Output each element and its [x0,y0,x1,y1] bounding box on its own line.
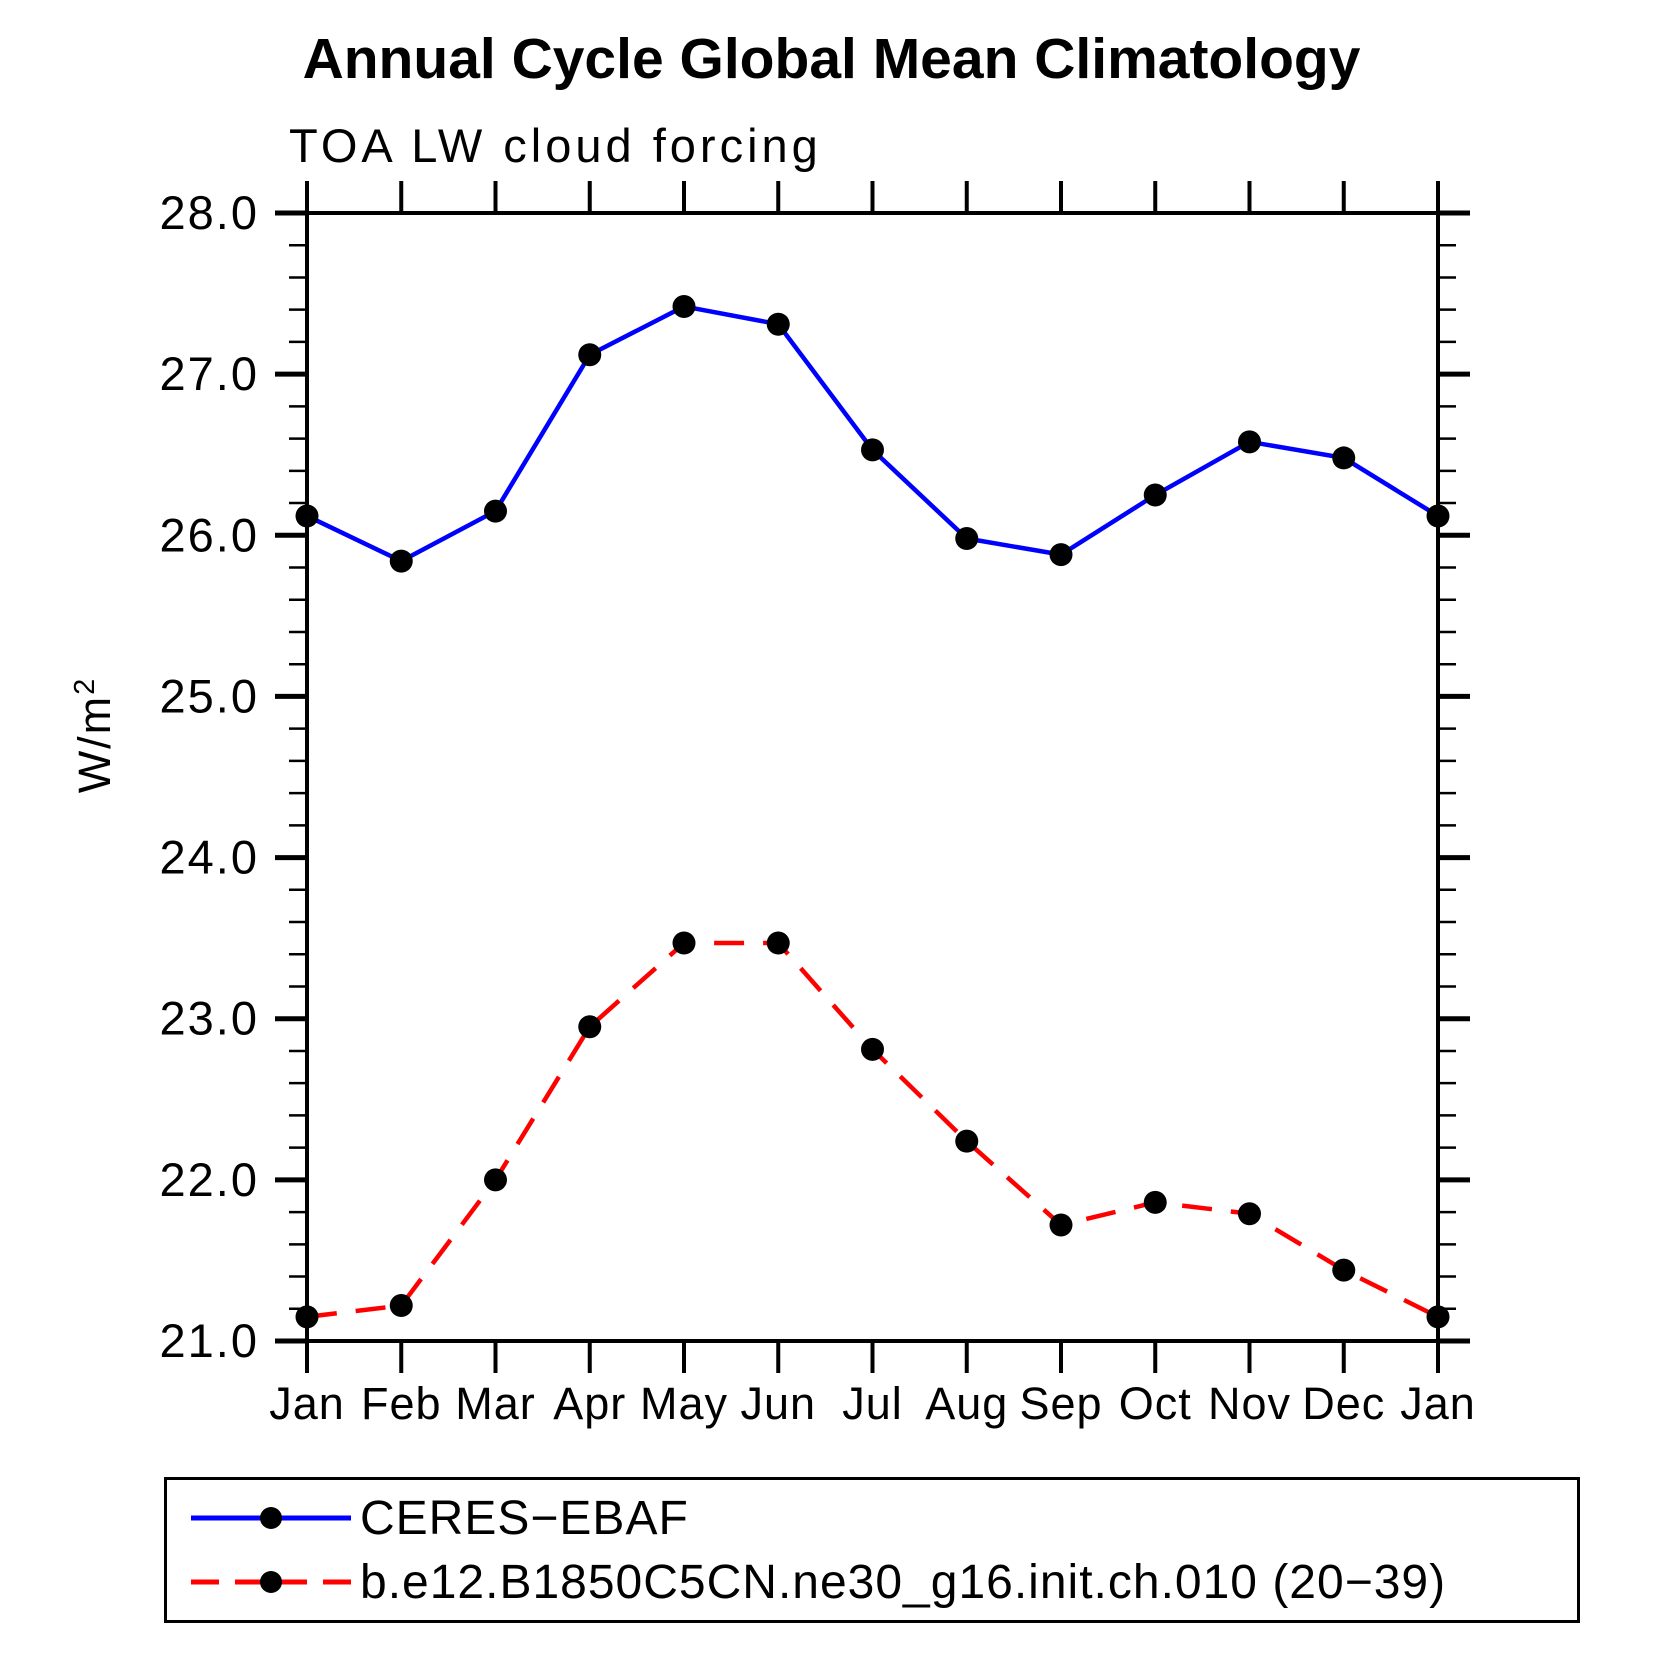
data-point-marker [1049,1213,1073,1237]
data-point-marker [1143,483,1167,507]
x-axis-tick-label: Sep [1019,1378,1102,1429]
data-point-marker [389,549,413,573]
chart-title: Annual Cycle Global Mean Climatology [302,27,1361,91]
data-point-marker [766,931,790,955]
data-point-marker [955,527,979,551]
y-axis-tick-label: 26.0 [160,508,259,561]
data-point-marker [484,499,507,523]
x-axis-tick-label: Oct [1119,1378,1192,1429]
data-point-marker [484,1168,507,1192]
data-point-marker [1238,1202,1261,1226]
data-point-marker [295,1305,319,1329]
y-axis-tick-label: 21.0 [160,1314,259,1367]
x-axis-tick-label: Feb [361,1378,442,1429]
y-axis-tick-label: 28.0 [160,186,259,239]
y-axis-tick-label: 23.0 [160,992,259,1045]
data-point-marker [861,1037,884,1061]
data-point-marker [766,312,790,336]
x-axis-tick-label: Nov [1208,1378,1291,1429]
x-axis-tick-label: Apr [553,1378,626,1429]
legend-label-model: b.e12.B1850C5CN.ne30_g16.init.ch.010 (20… [360,1555,1447,1609]
y-axis-tick-label: 24.0 [160,831,259,884]
data-point-marker [578,343,602,367]
data-point-marker [389,1294,413,1318]
data-point-marker [1049,543,1073,567]
legend-swatch-solid-line [191,1507,351,1529]
legend-marker-dot [260,1571,282,1593]
data-point-marker [1332,1258,1356,1282]
data-point-marker [955,1129,979,1153]
series-line-ceres-ebaf [306,304,1440,564]
x-axis-tick-label: May [640,1378,728,1429]
data-point-marker [1143,1190,1167,1214]
legend-label-ceres: CERES−EBAF [360,1491,689,1545]
chart-subtitle: TOA LW cloud forcing [289,119,822,172]
data-point-marker [672,294,696,318]
legend-row-model: b.e12.B1850C5CN.ne30_g16.init.ch.010 (20… [183,1553,1577,1611]
y-axis-tick-label: 25.0 [160,669,259,722]
legend: CERES−EBAF b.e12.B1850C5CN.ne30_g16.init… [164,1477,1580,1623]
series-line-model [306,940,1439,1320]
x-axis-tick-label: Jun [740,1378,816,1429]
legend-marker-dot [260,1507,282,1529]
x-axis-tick-label: Jan [269,1378,345,1429]
x-axis-tick-label: Mar [455,1378,536,1429]
x-axis-tick-label: Dec [1302,1378,1385,1429]
data-point-marker [1332,446,1356,470]
y-axis-tick-label: 27.0 [160,347,259,400]
x-axis-tick-label: Aug [925,1378,1008,1429]
data-point-marker [861,438,884,462]
data-point-marker [578,1015,602,1039]
x-axis-tick-label: Jul [842,1378,903,1429]
data-point-marker [1238,430,1261,454]
data-point-marker [1426,504,1450,528]
data-point-marker [295,504,319,528]
y-axis-tick-label: 22.0 [160,1153,259,1206]
data-point-marker [672,931,696,955]
legend-swatch-dashed-line [191,1571,351,1593]
x-axis-tick-label: Jan [1400,1378,1476,1429]
data-point-marker [1426,1305,1450,1329]
legend-row-ceres: CERES−EBAF [183,1489,1577,1547]
